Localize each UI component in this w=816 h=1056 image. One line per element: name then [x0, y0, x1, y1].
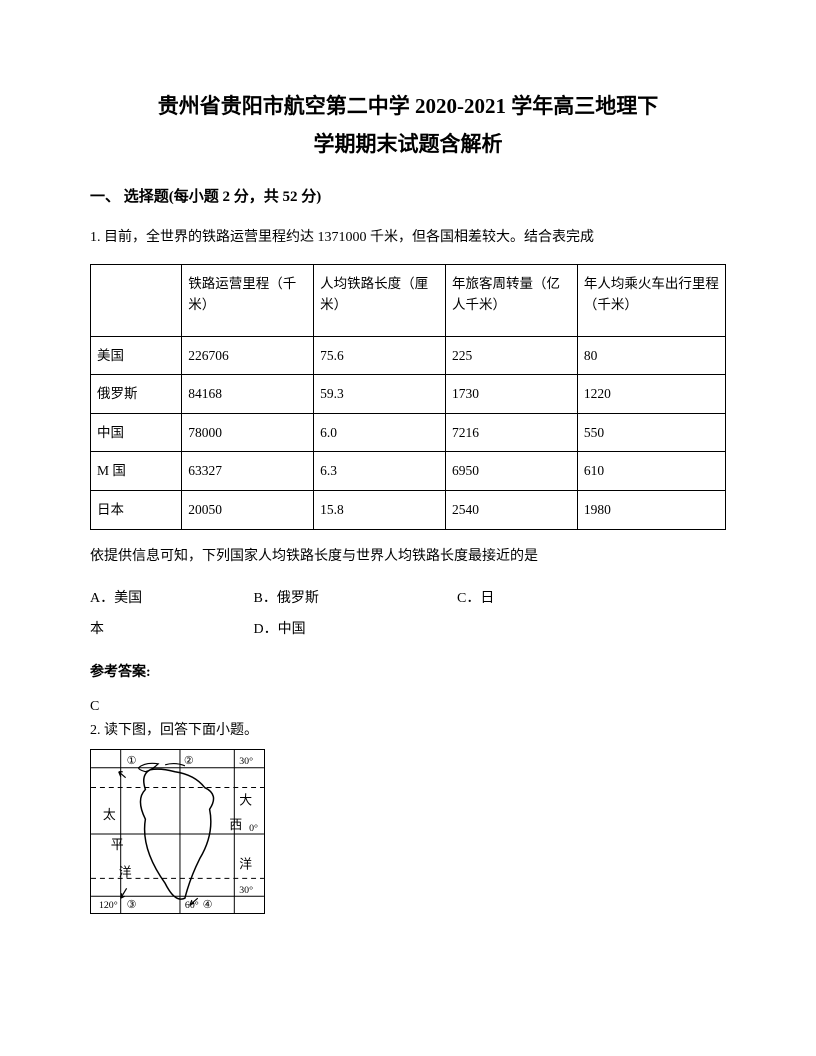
option-a: A．美国: [90, 584, 250, 615]
map-svg: ① ② 30° 0° 30° 120° 60° ③ ④ 太 平 洋 大 西 洋: [91, 750, 264, 913]
table-cell: 75.6: [314, 336, 446, 375]
table-cell: 59.3: [314, 375, 446, 414]
map-pacific-ping: 平: [111, 837, 124, 851]
table-cell: M 国: [91, 452, 182, 491]
answer-value: C: [90, 696, 726, 718]
map-label-4: ④: [203, 899, 213, 911]
map-pacific-tai: 太: [103, 808, 116, 822]
table-cell: 美国: [91, 336, 182, 375]
table-cell: 1220: [577, 375, 725, 414]
table-row: M 国 63327 6.3 6950 610: [91, 452, 726, 491]
table-cell: 中国: [91, 413, 182, 452]
option-c-part1: C．日: [457, 584, 494, 615]
table-cell: 1730: [446, 375, 578, 414]
table-cell: 225: [446, 336, 578, 375]
map-atlantic-da: 大: [239, 793, 252, 807]
question-2-text: 2. 读下图，回答下面小题。: [90, 720, 726, 742]
map-deg-30s: 30°: [239, 885, 253, 896]
table-header-cell: 人均铁路长度（厘米）: [314, 264, 446, 336]
table-row: 俄罗斯 84168 59.3 1730 1220: [91, 375, 726, 414]
question-1-prompt: 依提供信息可知，下列国家人均铁路长度与世界人均铁路长度最接近的是: [90, 546, 726, 568]
table-row: 美国 226706 75.6 225 80: [91, 336, 726, 375]
table-cell: 2540: [446, 490, 578, 529]
table-header-cell: 年旅客周转量（亿人千米）: [446, 264, 578, 336]
railway-data-table: 铁路运营里程（千米） 人均铁路长度（厘米） 年旅客周转量（亿人千米） 年人均乘火…: [90, 264, 726, 530]
table-cell: 6.3: [314, 452, 446, 491]
table-header-cell: 铁路运营里程（千米）: [182, 264, 314, 336]
map-deg-120: 120°: [99, 900, 118, 911]
doc-title-line1: 贵州省贵阳市航空第二中学 2020-2021 学年高三地理下: [90, 90, 726, 124]
table-cell: 20050: [182, 490, 314, 529]
table-cell: 7216: [446, 413, 578, 452]
table-row: 中国 78000 6.0 7216 550: [91, 413, 726, 452]
section-heading: 一、 选择题(每小题 2 分，共 52 分): [90, 185, 726, 209]
table-cell: 日本: [91, 490, 182, 529]
option-b: B．俄罗斯: [254, 584, 454, 615]
table-cell: 80: [577, 336, 725, 375]
map-atlantic-xi: 西: [229, 818, 242, 832]
table-header-row: 铁路运营里程（千米） 人均铁路长度（厘米） 年旅客周转量（亿人千米） 年人均乘火…: [91, 264, 726, 336]
question-1-text: 1. 目前，全世界的铁路运营里程约达 1371000 千米，但各国相差较大。结合…: [90, 227, 726, 249]
table-cell: 俄罗斯: [91, 375, 182, 414]
map-atlantic-yang: 洋: [239, 857, 252, 871]
option-d: D．中国: [254, 622, 306, 637]
table-header-cell: 年人均乘火车出行里程（千米）: [577, 264, 725, 336]
map-label-1: ①: [127, 755, 137, 767]
table-row: 日本 20050 15.8 2540 1980: [91, 490, 726, 529]
option-c-part2: 本: [90, 615, 250, 646]
answer-options: A．美国 B．俄罗斯 C．日 本 D．中国: [90, 584, 726, 646]
table-cell: 610: [577, 452, 725, 491]
map-deg-30n: 30°: [239, 756, 253, 767]
table-cell: 15.8: [314, 490, 446, 529]
table-cell: 226706: [182, 336, 314, 375]
table-cell: 1980: [577, 490, 725, 529]
table-cell: 6950: [446, 452, 578, 491]
table-cell: 84168: [182, 375, 314, 414]
map-label-2: ②: [184, 755, 194, 767]
table-cell: 6.0: [314, 413, 446, 452]
map-label-3: ③: [127, 899, 137, 911]
table-cell: 78000: [182, 413, 314, 452]
doc-title-line2: 学期期末试题含解析: [90, 128, 726, 162]
map-figure: ① ② 30° 0° 30° 120° 60° ③ ④ 太 平 洋 大 西 洋: [90, 749, 265, 914]
map-deg-0: 0°: [249, 823, 258, 834]
answer-label: 参考答案:: [90, 662, 726, 684]
table-cell: 550: [577, 413, 725, 452]
table-cell: 63327: [182, 452, 314, 491]
map-deg-60: 60°: [185, 900, 199, 911]
table-header-cell: [91, 264, 182, 336]
map-pacific-yang: 洋: [119, 865, 132, 879]
